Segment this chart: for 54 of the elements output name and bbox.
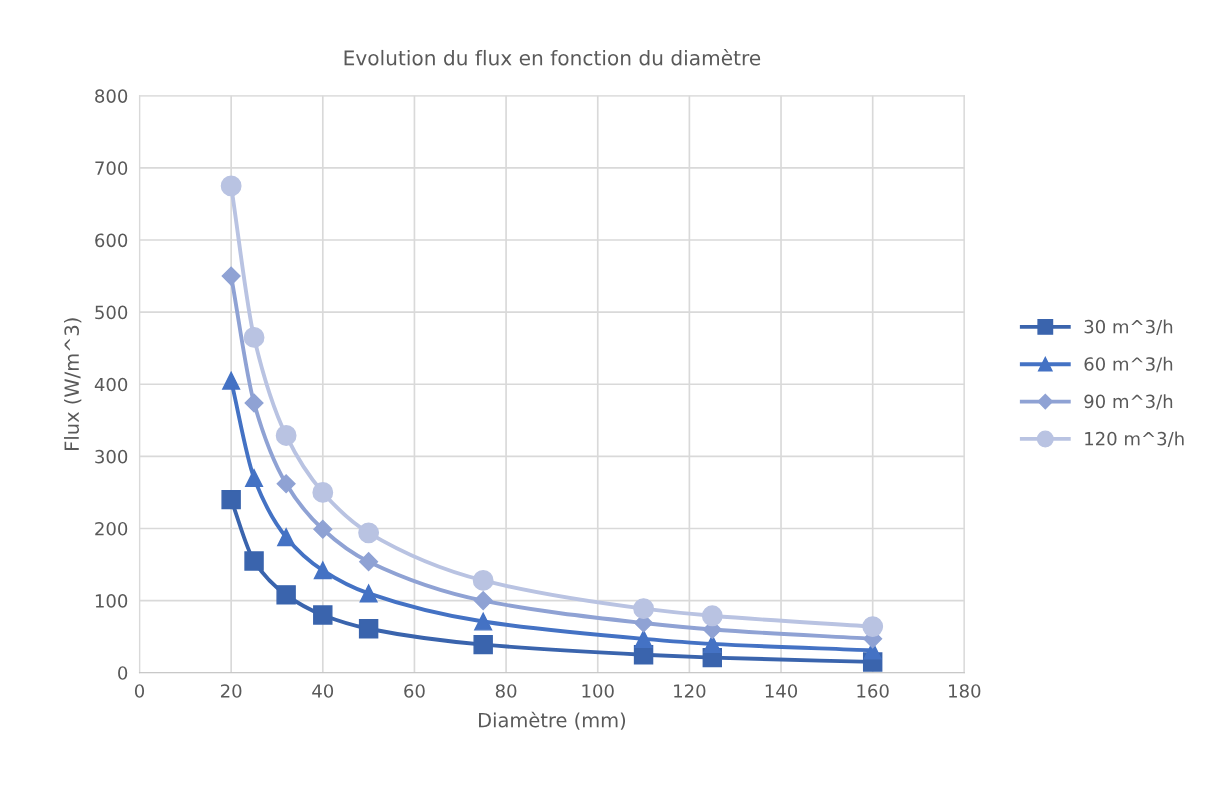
y-tick-label: 100	[95, 594, 128, 608]
point	[358, 619, 379, 639]
y-tick-label: 800	[95, 89, 128, 103]
legend-label: 60 m^3/h	[1084, 356, 1173, 373]
x-tick-label: 20	[220, 684, 242, 698]
y-tick-label: 300	[95, 449, 128, 464]
point	[276, 585, 296, 605]
legend-label: 30 m^3/h	[1084, 319, 1173, 335]
point	[701, 605, 723, 627]
x-tick-label: 140	[765, 684, 798, 698]
chart-title: Evolution du flux en fonction du diamètre	[344, 49, 761, 66]
x-tick-label: 100	[582, 684, 614, 698]
point	[244, 551, 264, 571]
legend-label: 120 m^3/h	[1085, 431, 1184, 447]
y-tick-label: 0	[118, 666, 128, 680]
x-axis-title: Diamètre (mm)	[479, 711, 626, 730]
y-tick-label: 600	[95, 233, 128, 248]
point	[243, 326, 265, 348]
y-tick-label: 500	[95, 305, 128, 320]
x-tick-label: 0	[134, 684, 145, 698]
point	[313, 605, 333, 625]
x-tick-label: 40	[312, 684, 334, 698]
point	[244, 393, 264, 413]
x-tick-label: 120	[674, 684, 706, 698]
point	[634, 629, 653, 648]
point	[312, 482, 334, 503]
point	[473, 591, 493, 611]
point	[359, 552, 379, 572]
point	[359, 584, 378, 603]
y-axis-title: Flux (W/m^3)	[63, 318, 82, 450]
legend-label: 90 m^3/h	[1084, 394, 1173, 410]
x-tick-label: 160	[857, 684, 889, 698]
point	[633, 598, 654, 619]
x-tick-label: 180	[949, 684, 981, 698]
x-tick-label: 80	[495, 684, 517, 698]
point	[221, 266, 241, 286]
y-tick-label: 200	[95, 521, 128, 536]
y-tick-label: 700	[95, 161, 128, 176]
point	[222, 371, 241, 390]
point	[473, 634, 493, 655]
point	[276, 474, 296, 494]
point	[277, 528, 296, 547]
point	[275, 425, 297, 446]
point	[313, 561, 332, 580]
point	[245, 468, 264, 488]
y-tick-label: 400	[94, 377, 128, 392]
x-tick-label: 60	[404, 684, 425, 698]
point	[221, 489, 241, 510]
point	[472, 570, 494, 591]
point	[358, 522, 380, 544]
point	[313, 519, 333, 539]
point	[862, 616, 884, 638]
point	[220, 175, 242, 197]
point	[474, 612, 493, 631]
